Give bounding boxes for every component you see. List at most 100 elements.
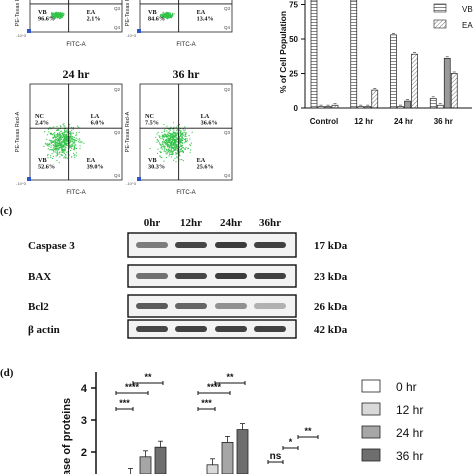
flow-event-dot <box>69 145 71 147</box>
flow-event-dot <box>52 136 54 138</box>
quadrant-ea-label: EA 25.6% <box>197 157 214 171</box>
panel-label-c: (c) <box>0 205 13 217</box>
flow-event-dot <box>172 147 174 149</box>
flow-event-dot <box>168 148 170 150</box>
flow-event-dot <box>165 153 167 155</box>
sig-label: ** <box>226 372 234 382</box>
flow-gate-marker <box>137 29 141 33</box>
flow-event-dot <box>73 152 75 154</box>
flow-event-dot <box>57 143 59 145</box>
bar <box>331 104 339 109</box>
flow-event-dot <box>161 131 163 134</box>
flow-event-dot <box>54 142 56 144</box>
blot-frame <box>127 264 297 288</box>
flow-event-dot <box>58 145 60 147</box>
flow-event-dot <box>64 149 66 151</box>
flow-event-dot <box>181 159 183 161</box>
flow-event-dot <box>54 145 56 147</box>
legend-swatch <box>433 19 447 29</box>
flow-xlabel: FITC-A <box>66 42 85 48</box>
flow-event-dot <box>79 139 81 141</box>
flow-event-dot <box>190 144 192 147</box>
flow-event-dot <box>62 151 64 153</box>
flow-event-dot <box>149 147 151 150</box>
molecular-weight: 17 kDa <box>314 240 348 252</box>
flow-event-dot <box>176 129 178 131</box>
flow-event-dot <box>63 152 65 154</box>
flow-event-dot <box>57 154 59 156</box>
flow-event-dot <box>161 134 163 136</box>
flow-event-dot <box>167 16 169 18</box>
flow-event-dot <box>174 148 176 151</box>
flow-event-dot <box>174 144 176 146</box>
flow-event-dot <box>80 141 82 143</box>
flow-event-dot <box>75 155 77 157</box>
flow-event-dot <box>171 146 173 148</box>
flow-event-dot <box>173 144 175 146</box>
flow-event-dot <box>173 159 175 161</box>
flow-event-dot <box>167 145 169 147</box>
flow-event-dot <box>48 131 50 133</box>
flow-event-dot <box>55 136 57 138</box>
flow-event-dot <box>56 160 58 162</box>
flow-event-dot <box>161 148 163 150</box>
flow-event-dot <box>62 12 64 14</box>
flow-event-dot <box>79 145 81 147</box>
flow-event-dot <box>191 131 193 133</box>
flow-event-dot <box>160 138 162 140</box>
flow-event-dot <box>163 146 165 148</box>
flow-event-dot <box>176 153 178 155</box>
flow-event-dot <box>57 128 59 130</box>
flow-event-dot <box>175 143 178 145</box>
flow-event-dot <box>186 141 188 143</box>
flow-event-dot <box>58 12 60 14</box>
flow-event-dot <box>161 157 163 159</box>
flow-event-dot <box>162 11 164 13</box>
flow-event-dot <box>173 138 175 140</box>
flow-event-dot <box>71 141 74 143</box>
flow-event-dot <box>181 137 183 139</box>
flow-event-dot <box>183 131 185 133</box>
flow-event-dot <box>180 151 182 153</box>
x-tick-label: 12 hr <box>354 117 373 126</box>
quadrant-vb-label: VB 30.3% <box>148 157 165 171</box>
flow-event-dot <box>75 137 77 139</box>
flow-event-dot <box>170 147 172 150</box>
flow-event-dot <box>69 138 71 140</box>
flow-event-dot <box>61 148 63 150</box>
flow-ylabel: PE-Texas Red-A <box>15 0 21 26</box>
flow-event-dot <box>69 132 72 134</box>
flow-event-dot <box>53 17 55 19</box>
flow-event-dot <box>170 156 173 158</box>
flow-event-dot <box>176 156 178 158</box>
flow-xlabel: FITC-A <box>66 190 85 196</box>
bar <box>310 0 318 109</box>
flow-event-dot <box>57 149 60 151</box>
flow-event-dot <box>48 142 50 144</box>
flow-event-dot <box>176 138 178 140</box>
flow-event-dot <box>163 136 165 138</box>
flow-event-dot <box>159 142 161 144</box>
flow-event-dot <box>169 138 171 140</box>
flow-event-dot <box>169 135 171 137</box>
flow-event-dot <box>168 134 170 137</box>
flow-event-dot <box>181 141 183 143</box>
flow-event-dot <box>169 153 171 155</box>
sig-label: * <box>289 437 293 447</box>
flow-event-dot <box>50 149 53 151</box>
protein-band <box>136 273 168 279</box>
flow-event-dot <box>175 153 177 155</box>
flow-event-dot <box>181 150 183 152</box>
flow-event-dot <box>69 135 71 137</box>
flow-event-dot <box>164 147 166 150</box>
flow-event-dot <box>171 15 173 17</box>
flow-event-dot <box>49 133 52 135</box>
protein-name: Bcl2 <box>28 301 49 313</box>
flow-event-dot <box>73 154 75 156</box>
flow-event-dot <box>173 126 175 128</box>
flow-xlabel: FITC-A <box>176 42 195 48</box>
flow-event-dot <box>63 150 66 152</box>
flow-event-dot <box>176 145 178 147</box>
flow-event-dot <box>52 148 54 150</box>
flow-event-dot <box>65 154 67 156</box>
